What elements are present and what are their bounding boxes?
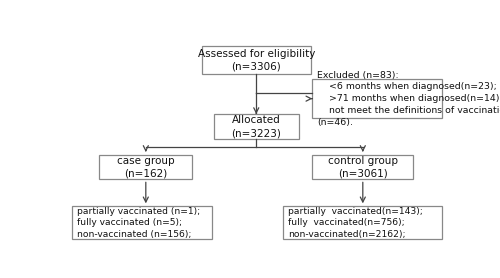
- FancyBboxPatch shape: [312, 79, 442, 118]
- Text: Assessed for eligibility
(n=3306): Assessed for eligibility (n=3306): [198, 49, 315, 72]
- FancyBboxPatch shape: [214, 114, 299, 139]
- FancyBboxPatch shape: [100, 155, 192, 180]
- Text: Allocated
(n=3223): Allocated (n=3223): [232, 115, 281, 138]
- Text: case group
(n=162): case group (n=162): [117, 156, 174, 179]
- FancyBboxPatch shape: [72, 206, 212, 239]
- Text: Excluded (n=83):
    <6 months when diagnosed(n=23);
    >71 months when diagnos: Excluded (n=83): <6 months when diagnose…: [317, 71, 500, 127]
- Text: partially vaccinated (n=1);
fully vaccinated (n=5);
non-vaccinated (n=156);: partially vaccinated (n=1); fully vaccin…: [77, 207, 200, 239]
- FancyBboxPatch shape: [202, 46, 310, 74]
- FancyBboxPatch shape: [284, 206, 442, 239]
- Text: partially  vaccinated(n=143);
fully  vaccinated(n=756);
non-vaccinated(n=2162);: partially vaccinated(n=143); fully vacci…: [288, 207, 423, 239]
- FancyBboxPatch shape: [312, 155, 413, 180]
- Text: control group
(n=3061): control group (n=3061): [328, 156, 398, 179]
